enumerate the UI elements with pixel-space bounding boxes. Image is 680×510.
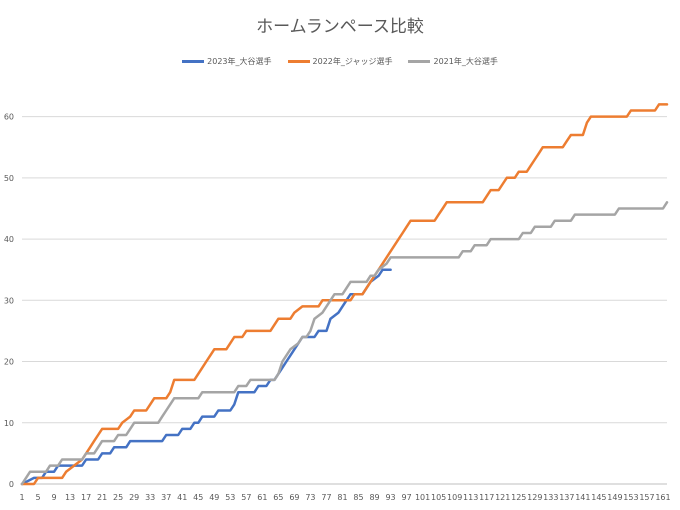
x-tick-label-85: 85	[353, 493, 363, 502]
x-tick-label-149: 149	[607, 493, 622, 502]
x-tick-label-133: 133	[543, 493, 558, 502]
x-tick-label-129: 129	[527, 493, 542, 502]
x-tick-label-93: 93	[385, 493, 395, 502]
x-tick-label-57: 57	[241, 493, 251, 502]
series-line-3	[20, 201, 669, 486]
y-tick-label-50: 50	[4, 174, 14, 183]
x-tick-label-9: 9	[52, 493, 57, 502]
x-tick-label-29: 29	[129, 493, 139, 502]
legend-swatch-2	[287, 60, 310, 63]
y-tick-label-10: 10	[4, 419, 14, 428]
x-tick-label-37: 37	[161, 493, 171, 502]
x-tick-label-161: 161	[655, 493, 670, 502]
y-tick-label-20: 20	[4, 358, 14, 367]
x-tick-label-53: 53	[225, 493, 235, 502]
x-tick-label-61: 61	[257, 493, 267, 502]
x-tick-label-157: 157	[639, 493, 654, 502]
x-tick-label-97: 97	[402, 493, 412, 502]
legend-item-2: 2022年_ジャッジ選手	[287, 56, 393, 67]
chart-title: ホームランペース比較	[256, 17, 424, 37]
x-tick-label-117: 117	[479, 493, 494, 502]
x-tick-label-105: 105	[431, 493, 446, 502]
y-tick-label-60: 60	[4, 113, 14, 122]
series-line-2	[20, 103, 669, 486]
x-tick-label-109: 109	[447, 493, 462, 502]
series-line-1	[20, 268, 392, 486]
chart-legend: 2023年_大谷選手 2022年_ジャッジ選手 2021年_大谷選手	[0, 56, 680, 67]
x-tick-label-141: 141	[575, 493, 590, 502]
x-tick-label-25: 25	[113, 493, 123, 502]
x-tick-label-13: 13	[65, 493, 75, 502]
legend-item-1: 2023年_大谷選手	[182, 56, 272, 67]
y-tick-label-30: 30	[4, 296, 14, 305]
x-tick-label-45: 45	[193, 493, 203, 502]
x-tick-label-101: 101	[415, 493, 430, 502]
legend-label-3: 2021年_大谷選手	[433, 57, 498, 66]
x-tick-label-5: 5	[35, 493, 40, 502]
x-tick-label-65: 65	[273, 493, 283, 502]
x-tick-label-113: 113	[463, 493, 478, 502]
x-tick-label-121: 121	[495, 493, 510, 502]
legend-swatch-3	[408, 60, 431, 63]
x-tick-label-77: 77	[321, 493, 331, 502]
x-tick-label-153: 153	[623, 493, 638, 502]
x-tick-label-41: 41	[177, 493, 187, 502]
x-tick-label-33: 33	[145, 493, 155, 502]
x-tick-label-49: 49	[209, 493, 219, 502]
x-tick-label-73: 73	[305, 493, 315, 502]
y-tick-label-0: 0	[9, 480, 14, 489]
legend-item-3: 2021年_大谷選手	[408, 56, 498, 67]
x-tick-label-81: 81	[337, 493, 347, 502]
x-tick-label-137: 137	[559, 493, 574, 502]
y-tick-label-40: 40	[4, 235, 14, 244]
x-tick-label-69: 69	[289, 493, 299, 502]
x-tick-label-21: 21	[97, 493, 107, 502]
x-tick-label-1: 1	[19, 493, 24, 502]
x-tick-label-89: 89	[369, 493, 379, 502]
x-tick-label-145: 145	[591, 493, 606, 502]
legend-label-2: 2022年_ジャッジ選手	[312, 57, 393, 66]
legend-swatch-1	[182, 60, 205, 63]
x-tick-label-125: 125	[511, 493, 526, 502]
legend-label-1: 2023年_大谷選手	[207, 57, 272, 66]
x-tick-label-17: 17	[81, 493, 91, 502]
